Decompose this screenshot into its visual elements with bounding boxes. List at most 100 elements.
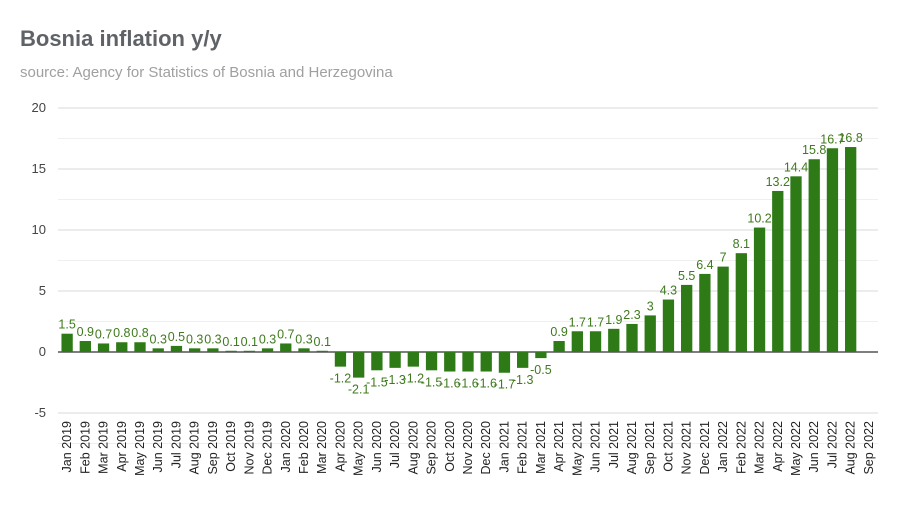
bar — [498, 352, 511, 373]
data-label: 14.4 — [784, 160, 808, 174]
bar — [207, 348, 219, 352]
x-tick-label: Jan 2022 — [716, 421, 730, 472]
bar — [389, 352, 401, 368]
x-tick-label: Jun 2022 — [807, 421, 821, 472]
bar — [462, 352, 474, 372]
x-tick-label: Feb 2019 — [78, 421, 92, 474]
x-tick-label: Sep 2020 — [425, 421, 439, 475]
bar — [334, 352, 347, 367]
x-tick-label: Nov 2020 — [461, 421, 475, 475]
x-tick-label: Jun 2020 — [370, 421, 384, 472]
bars — [61, 147, 857, 378]
x-tick-label: Mar 2022 — [753, 421, 767, 474]
bar — [553, 341, 565, 352]
data-label: 1.7 — [587, 315, 604, 329]
bar — [790, 176, 802, 352]
x-tick-label: Aug 2021 — [625, 421, 639, 475]
x-tick-label: Aug 2020 — [406, 421, 420, 475]
data-label: -1.2 — [403, 372, 425, 386]
data-label: 8.1 — [733, 237, 750, 251]
gridlines — [58, 107, 878, 444]
x-tick-label: Dec 2019 — [261, 421, 275, 475]
bar — [298, 348, 310, 352]
x-tick-label: Jun 2021 — [589, 421, 603, 472]
data-label: 0.3 — [150, 332, 167, 346]
y-tick-label: 15 — [32, 161, 46, 176]
data-label: -1.5 — [366, 375, 388, 389]
bar — [280, 343, 292, 352]
bar — [717, 266, 729, 352]
x-tick-label: Nov 2019 — [242, 421, 256, 475]
x-tick-label: Jul 2021 — [607, 421, 621, 468]
bar — [371, 352, 383, 371]
bar — [353, 352, 365, 378]
bar — [225, 350, 237, 352]
data-label: -2.1 — [348, 383, 370, 397]
x-tick-label: Sep 2021 — [643, 421, 657, 475]
data-label: -1.7 — [494, 378, 516, 392]
x-tick-label: Jul 2019 — [169, 421, 183, 468]
data-label: 0.7 — [95, 327, 112, 341]
x-tick-label: Jan 2020 — [279, 421, 293, 472]
data-label: -1.5 — [421, 375, 443, 389]
x-axis: Jan 2019 Feb 2019 Mar 2019 Apr 2019 May 2019… — [60, 421, 876, 476]
data-label: 1.7 — [569, 315, 586, 329]
x-tick-label: Apr 2019 — [115, 421, 129, 472]
data-label: -1.6 — [439, 377, 461, 391]
bar — [699, 273, 711, 352]
bar — [826, 148, 839, 352]
bar — [644, 315, 656, 352]
chart-subtitle: source: Agency for Statistics of Bosnia … — [20, 64, 393, 81]
bar — [189, 348, 201, 352]
bar — [316, 350, 328, 352]
y-tick-label: 10 — [32, 222, 46, 237]
x-tick-label: May 2022 — [789, 421, 803, 476]
data-label: 15.8 — [802, 143, 826, 157]
data-label: -0.5 — [530, 363, 552, 377]
bar — [772, 190, 784, 352]
x-tick-label: Jan 2021 — [497, 421, 511, 472]
x-tick-label: Oct 2021 — [661, 421, 675, 472]
x-tick-label: Nov 2021 — [680, 421, 694, 475]
bar — [589, 331, 602, 352]
bar — [662, 299, 675, 352]
y-axis: -5 0 5 10 15 20 — [32, 100, 46, 420]
data-label: -1.6 — [457, 377, 479, 391]
data-label: -1.6 — [475, 377, 497, 391]
data-label: -1.3 — [384, 373, 406, 387]
data-label: 0.8 — [113, 326, 130, 340]
x-tick-label: Jul 2022 — [825, 421, 839, 468]
bar — [608, 328, 620, 352]
data-label: 1.9 — [605, 313, 622, 327]
bar — [735, 253, 747, 352]
x-tick-label: Aug 2019 — [188, 421, 202, 475]
data-labels: 1.50.9 0.7 0.8 0.8 0.3 0.5 0.3 0.3 0.1 0.1 0.3 0.7 0… — [58, 131, 862, 397]
data-label: 0.7 — [277, 327, 294, 341]
data-label: 0.3 — [204, 332, 221, 346]
y-tick-label: 20 — [32, 100, 46, 115]
bar — [535, 352, 547, 359]
bar — [243, 350, 255, 352]
bar — [845, 147, 857, 352]
bar — [61, 333, 73, 352]
bar — [681, 284, 693, 352]
bar — [808, 159, 820, 352]
data-label: 0.1 — [241, 335, 258, 349]
x-tick-label: Mar 2019 — [97, 421, 111, 474]
data-label: 3 — [647, 299, 654, 313]
data-label: -1.3 — [512, 373, 534, 387]
y-tick-label: -5 — [34, 405, 46, 420]
x-tick-label: Mar 2020 — [315, 421, 329, 474]
data-label: 0.9 — [77, 325, 94, 339]
x-tick-label: Jun 2019 — [151, 421, 165, 472]
x-tick-label: Aug 2022 — [844, 421, 858, 475]
bar — [571, 331, 583, 352]
bar — [753, 227, 766, 352]
data-label: 0.3 — [295, 332, 312, 346]
x-tick-label: Dec 2021 — [698, 421, 712, 475]
bar — [480, 352, 492, 372]
data-label: 0.3 — [259, 332, 276, 346]
data-label: 0.9 — [550, 325, 567, 339]
x-tick-label: May 2020 — [352, 421, 366, 476]
